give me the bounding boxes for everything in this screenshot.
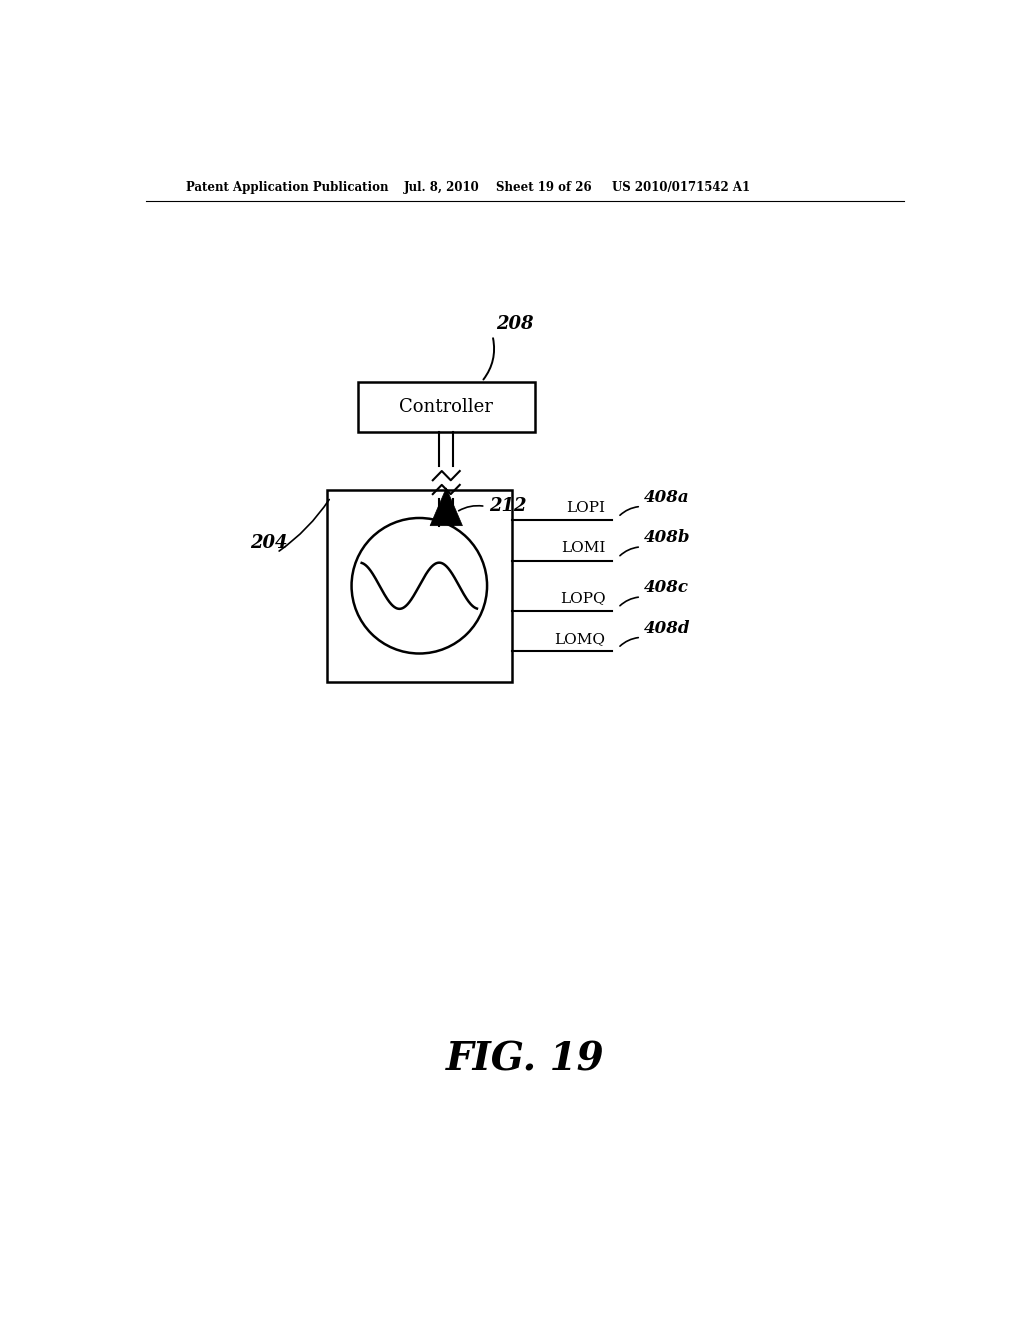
Bar [327,490,512,682]
Text: LOPI: LOPI [566,500,605,515]
Text: Controller: Controller [399,397,494,416]
Text: FIG. 19: FIG. 19 [445,1040,604,1078]
Bar [357,381,535,432]
Text: 408b: 408b [644,529,690,546]
Text: 408a: 408a [644,488,690,506]
Text: 208: 208 [497,315,534,333]
Text: Sheet 19 of 26: Sheet 19 of 26 [497,181,592,194]
Text: Patent Application Publication: Patent Application Publication [186,181,388,194]
Text: 212: 212 [488,498,526,515]
Text: LOMQ: LOMQ [555,632,605,645]
Text: 408d: 408d [644,619,690,636]
Text: Jul. 8, 2010: Jul. 8, 2010 [403,181,479,194]
Text: 408c: 408c [644,579,689,597]
Text: US 2010/0171542 A1: US 2010/0171542 A1 [611,181,750,194]
Text: LOMI: LOMI [561,541,605,556]
Text: 204: 204 [250,535,288,552]
Polygon shape [430,488,463,525]
Text: LOPQ: LOPQ [560,591,605,606]
